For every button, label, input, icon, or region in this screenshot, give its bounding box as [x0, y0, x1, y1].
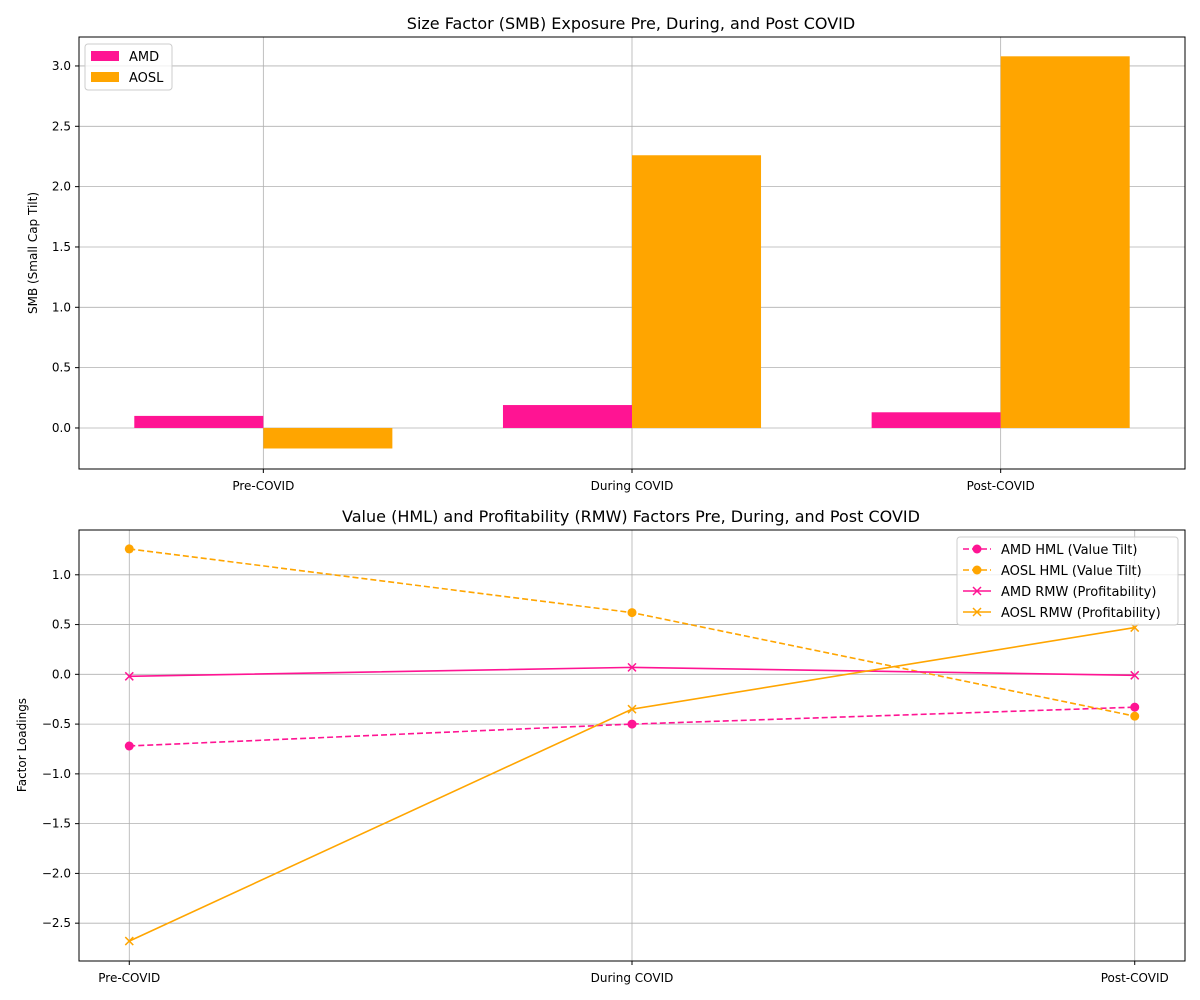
chart1-bar-amd [871, 412, 1001, 428]
chart2-legend-label: AMD HML (Value Tilt) [1001, 543, 1137, 558]
chart2-ytick-label: 0.5 [52, 618, 71, 632]
chart1-ytick-label: 1.0 [52, 300, 71, 314]
chart2-ylabel: Factor Loadings [15, 698, 29, 792]
chart2-point-marker [124, 936, 134, 946]
chart2-point-marker-stroke [627, 662, 637, 672]
chart2-point-marker [1130, 670, 1140, 680]
chart2-xtick-label: Post-COVID [1101, 971, 1169, 985]
chart1-bar-amd [502, 405, 632, 428]
chart2-point-marker [627, 719, 637, 729]
chart1-ylabel: SMB (Small Cap Tilt) [26, 192, 40, 314]
chart2-point-marker [627, 608, 637, 618]
chart2-ytick-label: −0.5 [42, 717, 71, 731]
chart1-frame [78, 36, 1186, 470]
chart1-title: Size Factor (SMB) Exposure Pre, During, … [407, 14, 855, 33]
chart1-legend-swatch [91, 72, 119, 82]
chart2-point-marker [972, 586, 982, 596]
chart2-point-marker [1130, 711, 1140, 721]
chart2-y-ticks: −2.5 −2.0 −1.5 −1.0 −0.5 0.0 0.5 1.0 [42, 568, 79, 930]
chart1-ytick-label: 2.0 [52, 180, 71, 194]
chart2-point-marker-stroke [1130, 670, 1140, 680]
chart2-legend-label: AOSL RMW (Profitability) [1001, 606, 1161, 621]
chart2-title: Value (HML) and Profitability (RMW) Fact… [342, 507, 920, 526]
chart1-xtick-label: Pre-COVID [232, 479, 294, 493]
chart1-ytick-label: 1.5 [52, 240, 71, 254]
chart2-series-line [129, 706, 1135, 747]
chart1-ytick-label: 0.5 [52, 361, 71, 375]
chart2-legend-label: AOSL HML (Value Tilt) [1001, 564, 1142, 579]
chart2-point-marker-stroke [972, 586, 982, 596]
smb-bar-chart: Size Factor (SMB) Exposure Pre, During, … [26, 14, 1186, 493]
chart2-point-marker-stroke [124, 936, 134, 946]
chart1-ytick-label: 3.0 [52, 59, 71, 73]
chart1-legend: AMD AOSL [84, 43, 173, 91]
chart2-point-marker-stroke [124, 671, 134, 681]
chart2-ytick-label: 1.0 [52, 568, 71, 582]
chart2-point-marker [972, 565, 982, 575]
chart1-legend-label: AMD [129, 50, 159, 65]
chart1-xtick-label: During COVID [591, 479, 674, 493]
chart1-bar-aosl [1000, 56, 1130, 428]
chart2-legend-label: AMD RMW (Profitability) [1001, 585, 1156, 600]
chart2-point-marker-stroke [627, 704, 637, 714]
chart2-ytick-label: −2.5 [42, 916, 71, 930]
chart2-legend-box [956, 536, 1179, 626]
chart2-point-marker [627, 662, 637, 672]
chart1-bar-aosl [632, 155, 762, 428]
chart1-x-ticks: Pre-COVID During COVID Post-COVID [232, 469, 1035, 493]
chart2-ytick-label: −1.5 [42, 817, 71, 831]
chart2-point-marker [627, 704, 637, 714]
chart1-legend-label: AOSL [129, 71, 164, 86]
chart2-ytick-label: −1.0 [42, 767, 71, 781]
chart2-xtick-label: During COVID [591, 971, 674, 985]
chart2-point-marker-stroke [972, 607, 982, 617]
chart2-point-marker [972, 544, 982, 554]
chart2-ytick-label: 0.0 [52, 667, 71, 681]
chart2-point-marker [124, 671, 134, 681]
chart2-point-marker [124, 544, 134, 554]
hml-rmw-line-chart: Value (HML) and Profitability (RMW) Fact… [15, 507, 1186, 985]
chart2-legend: AMD HML (Value Tilt) AOSL HML (Value Tilt… [956, 536, 1179, 626]
chart2-point-marker [972, 607, 982, 617]
chart1-ytick-label: 0.0 [52, 421, 71, 435]
chart1-y-ticks: 0.0 0.5 1.0 1.5 2.0 2.5 3.0 [52, 59, 79, 435]
chart1-bar-amd [134, 415, 264, 428]
chart2-xtick-label: Pre-COVID [98, 971, 160, 985]
chart2-lines [124, 544, 1140, 946]
chart2-point-marker [1130, 702, 1140, 712]
chart2-point-marker [124, 741, 134, 751]
chart2-frame [78, 529, 1186, 962]
chart1-xtick-label: Post-COVID [967, 479, 1035, 493]
chart1-legend-swatch [91, 51, 119, 61]
chart1-ytick-label: 2.5 [52, 119, 71, 133]
chart2-ytick-label: −2.0 [42, 866, 71, 880]
chart1-bars [134, 56, 1130, 449]
chart2-x-ticks: Pre-COVID During COVID Post-COVID [98, 961, 1169, 985]
chart1-bar-aosl [263, 427, 393, 449]
